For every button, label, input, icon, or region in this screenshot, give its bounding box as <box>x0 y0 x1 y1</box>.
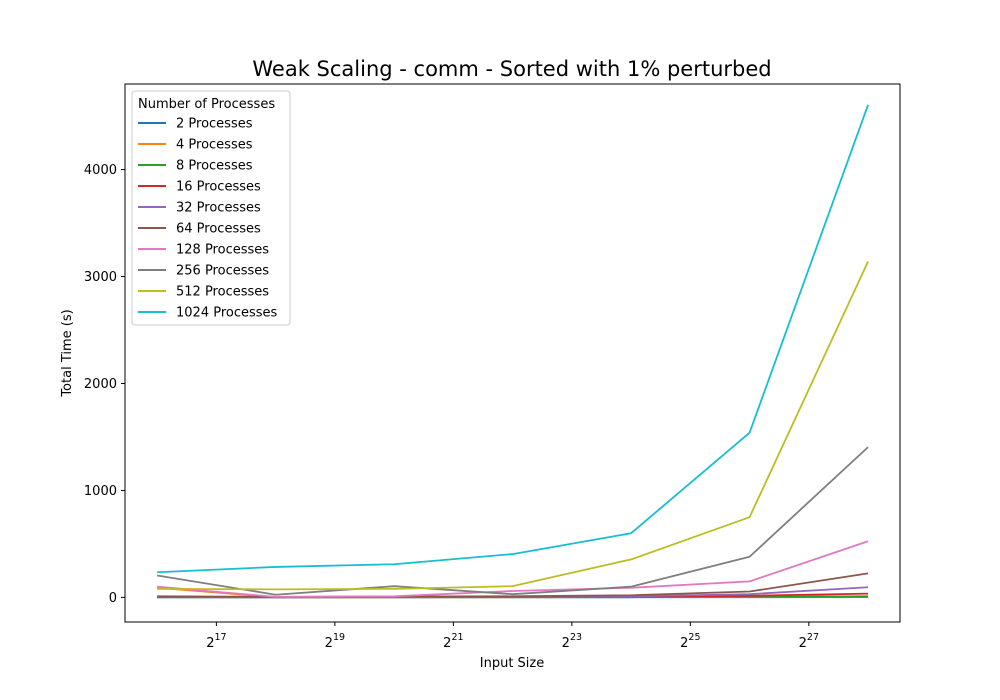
legend-label: 256 Processes <box>176 264 269 279</box>
series-line-128-processes <box>157 540 869 598</box>
y-axis-label: Total Time (s) <box>60 309 75 397</box>
legend-label: 1024 Processes <box>176 306 278 321</box>
legend-label: 512 Processes <box>176 285 269 300</box>
legend-label: 16 Processes <box>176 180 261 195</box>
y-tick-label: 3000 <box>84 270 117 285</box>
chart-title: Weak Scaling - comm - Sorted with 1% per… <box>252 57 771 81</box>
legend-label: 128 Processes <box>176 243 269 258</box>
y-tick-label: 4000 <box>84 163 117 178</box>
x-tick-label: 223 <box>562 632 582 651</box>
series-line-256-processes <box>156 446 869 596</box>
y-axis: 0 1000 2000 3000 4000 <box>84 163 125 606</box>
legend-label: 8 Processes <box>176 159 253 174</box>
y-tick-label: 1000 <box>84 484 117 499</box>
plot-lines <box>156 104 869 599</box>
legend-label: 4 Processes <box>176 138 253 153</box>
legend-box <box>131 90 291 326</box>
legend-title: Number of Processes <box>138 97 275 112</box>
plot-frame <box>124 83 901 623</box>
x-tick-label: 227 <box>799 632 819 651</box>
y-tick-label: 2000 <box>84 377 117 392</box>
series-line-512-processes <box>157 261 869 591</box>
series-line-1024-processes <box>157 104 869 574</box>
legend: Number of Processes 2 Processes 4 Process… <box>131 90 291 326</box>
x-tick-label: 219 <box>325 632 345 651</box>
x-tick-label: 225 <box>680 632 700 651</box>
legend-items: 2 Processes 4 Processes 8 Processes 16 Proc… <box>138 117 278 321</box>
legend-label: 2 Processes <box>176 117 253 132</box>
legend-label: 32 Processes <box>176 201 261 216</box>
legend-label: 64 Processes <box>176 222 261 237</box>
x-axis: 217 219 221 223 225 227 <box>206 622 819 651</box>
y-tick-label: 0 <box>109 591 117 606</box>
x-axis-label: Input Size <box>480 656 544 671</box>
x-tick-label: 217 <box>206 632 226 651</box>
x-tick-label: 221 <box>443 632 463 651</box>
